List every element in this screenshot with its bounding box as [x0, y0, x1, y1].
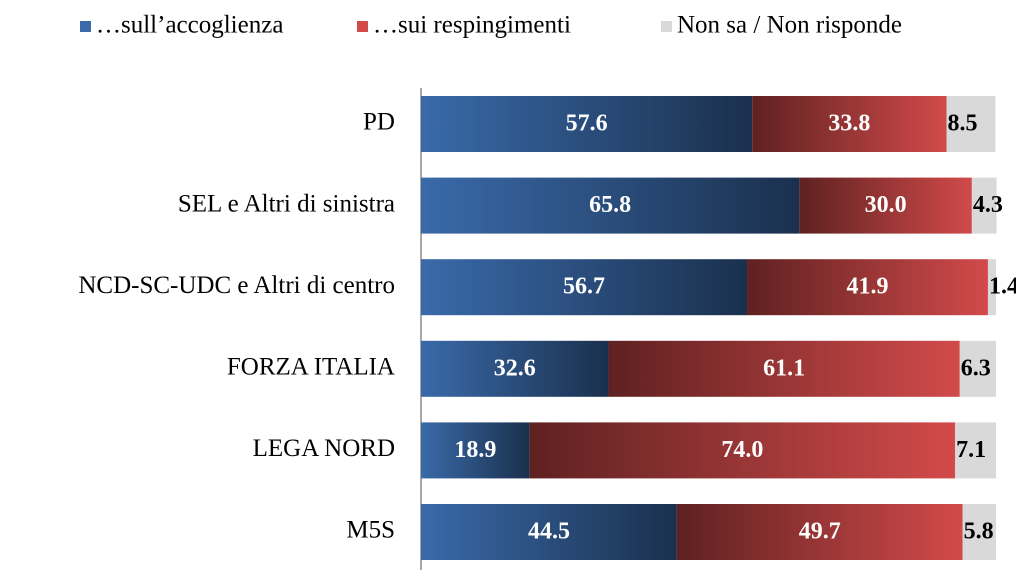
bar-segment	[747, 259, 988, 316]
value-label: 4.3	[973, 192, 1003, 218]
legend-label: …sui respingimenti	[373, 12, 571, 39]
legend-label: …sull’accoglienza	[96, 12, 283, 39]
value-label: 56.7	[563, 274, 605, 300]
category-label: PD	[363, 109, 395, 136]
bar-segment	[959, 340, 996, 397]
bar-segment	[529, 422, 956, 479]
bar-segment	[987, 259, 996, 316]
bar-segment	[946, 96, 996, 152]
value-label: 18.9	[454, 437, 496, 463]
bar-segment	[421, 177, 800, 234]
value-label: 8.5	[948, 111, 978, 137]
bar-segment	[421, 422, 530, 479]
bar-segment	[676, 504, 963, 560]
category-label: M5S	[346, 517, 395, 544]
value-label: 61.1	[763, 355, 805, 381]
value-label: 5.8	[964, 519, 994, 545]
value-label: 44.5	[528, 519, 570, 545]
bar-segment	[421, 340, 609, 397]
legend-swatch	[661, 21, 672, 32]
legend-swatch	[80, 21, 91, 32]
value-label: 33.8	[828, 111, 870, 137]
legend-swatch	[357, 21, 368, 32]
bar-segment	[955, 422, 996, 479]
bar-segment	[421, 259, 748, 316]
bar-segment	[971, 177, 997, 234]
value-label: 41.9	[846, 274, 888, 300]
bar-segment	[752, 96, 947, 152]
value-label: 57.6	[566, 111, 608, 137]
legend-label: Non sa / Non risponde	[677, 12, 902, 39]
value-label: 65.8	[589, 192, 631, 218]
bar-segment	[799, 177, 972, 234]
value-label: 49.7	[799, 519, 841, 545]
category-label: FORZA ITALIA	[227, 354, 395, 381]
value-label: 30.0	[865, 192, 907, 218]
category-label: SEL e Altri di sinistra	[178, 190, 395, 217]
bar-segment	[421, 504, 677, 560]
value-label: 1.4	[989, 274, 1016, 300]
bar-segment	[608, 340, 960, 397]
value-label: 7.1	[956, 437, 986, 463]
bar-segment	[962, 504, 996, 560]
bar-segment	[421, 96, 753, 152]
value-label: 74.0	[721, 437, 763, 463]
value-label: 32.6	[494, 355, 536, 381]
category-label: LEGA NORD	[253, 435, 395, 462]
value-label: 6.3	[961, 355, 991, 381]
category-label: NCD-SC-UDC e Altri di centro	[78, 272, 395, 299]
